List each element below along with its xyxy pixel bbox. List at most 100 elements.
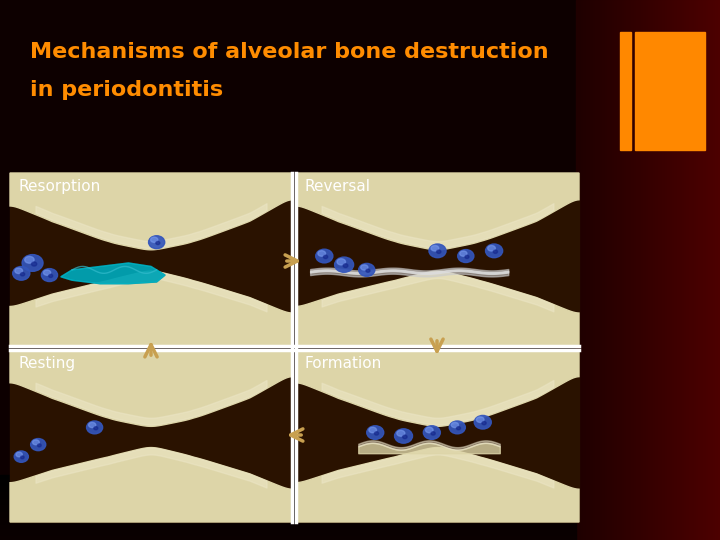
Polygon shape bbox=[60, 263, 165, 284]
Bar bbox=[0, 495, 576, 497]
Ellipse shape bbox=[49, 274, 53, 278]
Ellipse shape bbox=[431, 431, 436, 435]
Bar bbox=[655, 0, 657, 540]
Bar bbox=[0, 538, 576, 540]
Ellipse shape bbox=[395, 429, 413, 443]
Ellipse shape bbox=[43, 270, 50, 275]
Bar bbox=[0, 505, 576, 508]
Bar bbox=[626, 0, 629, 540]
Bar bbox=[698, 0, 701, 540]
Bar bbox=[708, 0, 711, 540]
Bar bbox=[653, 0, 655, 540]
Ellipse shape bbox=[21, 456, 24, 459]
Bar bbox=[657, 0, 660, 540]
Bar bbox=[672, 0, 675, 540]
Bar bbox=[696, 0, 698, 540]
Ellipse shape bbox=[458, 249, 474, 262]
Bar bbox=[588, 0, 590, 540]
Ellipse shape bbox=[493, 250, 498, 253]
Bar bbox=[660, 0, 662, 540]
Ellipse shape bbox=[423, 426, 441, 440]
Bar bbox=[585, 0, 588, 540]
Ellipse shape bbox=[31, 438, 46, 451]
Ellipse shape bbox=[15, 268, 22, 274]
Ellipse shape bbox=[451, 422, 459, 428]
Polygon shape bbox=[60, 263, 165, 284]
Ellipse shape bbox=[86, 421, 103, 434]
Bar bbox=[0, 492, 576, 495]
Ellipse shape bbox=[460, 251, 467, 256]
Ellipse shape bbox=[477, 417, 484, 422]
Ellipse shape bbox=[94, 427, 98, 430]
Bar bbox=[650, 0, 653, 540]
Bar bbox=[713, 0, 715, 540]
Bar bbox=[581, 0, 583, 540]
Bar bbox=[715, 0, 718, 540]
Bar bbox=[578, 0, 581, 540]
Bar bbox=[0, 499, 576, 501]
Bar bbox=[635, 32, 705, 150]
Ellipse shape bbox=[465, 255, 469, 259]
Text: in periodontitis: in periodontitis bbox=[30, 80, 223, 100]
Bar bbox=[682, 0, 684, 540]
Ellipse shape bbox=[318, 251, 325, 256]
Bar bbox=[701, 0, 703, 540]
Bar bbox=[0, 527, 576, 529]
Bar bbox=[296, 173, 579, 346]
Bar bbox=[0, 510, 576, 512]
Polygon shape bbox=[296, 173, 579, 250]
Polygon shape bbox=[10, 271, 292, 346]
Bar bbox=[0, 490, 576, 492]
Bar bbox=[0, 486, 576, 488]
Bar bbox=[621, 0, 624, 540]
Ellipse shape bbox=[369, 427, 377, 433]
Text: Mechanisms of alveolar bone destruction: Mechanisms of alveolar bone destruction bbox=[30, 42, 549, 62]
Ellipse shape bbox=[32, 440, 40, 445]
Polygon shape bbox=[296, 448, 579, 522]
Ellipse shape bbox=[374, 431, 379, 435]
Ellipse shape bbox=[397, 430, 405, 436]
Bar bbox=[718, 0, 720, 540]
Bar bbox=[593, 0, 595, 540]
Ellipse shape bbox=[361, 265, 368, 270]
Bar bbox=[0, 521, 576, 523]
Text: Formation: Formation bbox=[304, 356, 382, 371]
Ellipse shape bbox=[148, 236, 165, 249]
Ellipse shape bbox=[456, 427, 461, 430]
Bar bbox=[624, 0, 626, 540]
Bar bbox=[296, 350, 579, 522]
Bar bbox=[10, 350, 292, 522]
Bar bbox=[620, 32, 631, 150]
Bar bbox=[662, 0, 665, 540]
Polygon shape bbox=[296, 350, 579, 427]
Bar bbox=[677, 0, 679, 540]
Bar bbox=[639, 0, 641, 540]
Ellipse shape bbox=[485, 244, 503, 258]
Bar bbox=[0, 531, 576, 534]
Bar bbox=[0, 536, 576, 538]
Ellipse shape bbox=[343, 264, 348, 267]
Bar bbox=[629, 0, 631, 540]
Ellipse shape bbox=[429, 244, 446, 258]
Bar bbox=[603, 0, 605, 540]
Bar bbox=[0, 525, 576, 527]
Text: Reversal: Reversal bbox=[304, 179, 370, 194]
Bar bbox=[631, 0, 634, 540]
Bar bbox=[634, 0, 636, 540]
Bar bbox=[612, 0, 614, 540]
Bar bbox=[641, 0, 643, 540]
Bar bbox=[605, 0, 607, 540]
Ellipse shape bbox=[366, 269, 370, 272]
Bar bbox=[0, 514, 576, 516]
Ellipse shape bbox=[316, 249, 333, 263]
Ellipse shape bbox=[32, 262, 37, 266]
Bar bbox=[576, 0, 578, 540]
Ellipse shape bbox=[20, 273, 24, 276]
Ellipse shape bbox=[335, 257, 354, 272]
Polygon shape bbox=[296, 271, 579, 346]
Bar bbox=[600, 0, 603, 540]
Ellipse shape bbox=[449, 421, 465, 434]
Bar bbox=[0, 488, 576, 490]
Polygon shape bbox=[10, 173, 292, 250]
Bar bbox=[703, 0, 706, 540]
